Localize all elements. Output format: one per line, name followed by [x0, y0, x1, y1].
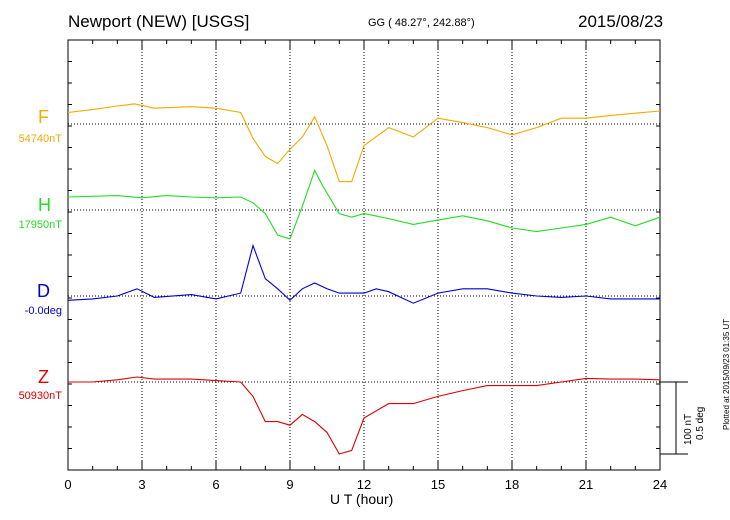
- grid-lines: [68, 40, 660, 470]
- series-line-h: [67, 169, 661, 240]
- x-tick-label: 18: [505, 477, 519, 492]
- x-tick-label: 24: [653, 477, 667, 492]
- x-tick-label: 0: [64, 477, 71, 492]
- plotted-timestamp: Plotted at 2015/09/23 01:35 UT: [722, 318, 730, 430]
- x-axis-ticks: 0 3 6 9 12 15 18 21 24: [64, 40, 667, 492]
- baseline-d: -0.0deg: [24, 305, 62, 317]
- series-line-d: [67, 243, 660, 304]
- x-tick-label: 9: [286, 477, 293, 492]
- series-line-z: [68, 376, 661, 455]
- series-label-z: Z: [38, 367, 49, 387]
- station-coordinates: GG ( 48.27°, 242.88°): [368, 17, 475, 29]
- baseline-h: 17950nT: [18, 219, 62, 231]
- x-tick-label: 3: [138, 477, 145, 492]
- baseline-z: 50930nT: [18, 390, 62, 402]
- chart-date: 2015/08/23: [578, 12, 664, 31]
- x-tick-label: 21: [579, 477, 593, 492]
- series-line-f: [67, 103, 661, 183]
- series-label-h: H: [38, 195, 51, 215]
- x-tick-label: 15: [431, 477, 445, 492]
- series-label-f: F: [38, 107, 49, 127]
- scale-bar: [660, 381, 688, 455]
- series-lines: [67, 103, 661, 455]
- x-axis-label: U T (hour): [330, 491, 394, 507]
- x-tick-label: 12: [357, 477, 371, 492]
- plot-frame: [67, 39, 661, 471]
- series-label-d: D: [37, 281, 50, 301]
- scale-deg-label: 0.5 deg: [695, 406, 706, 440]
- baseline-f: 54740nT: [18, 133, 62, 145]
- x-tick-label: 6: [212, 477, 219, 492]
- chart-title: Newport (NEW) [USGS]: [68, 12, 250, 31]
- scale-nt-label: 100 nT: [683, 413, 694, 445]
